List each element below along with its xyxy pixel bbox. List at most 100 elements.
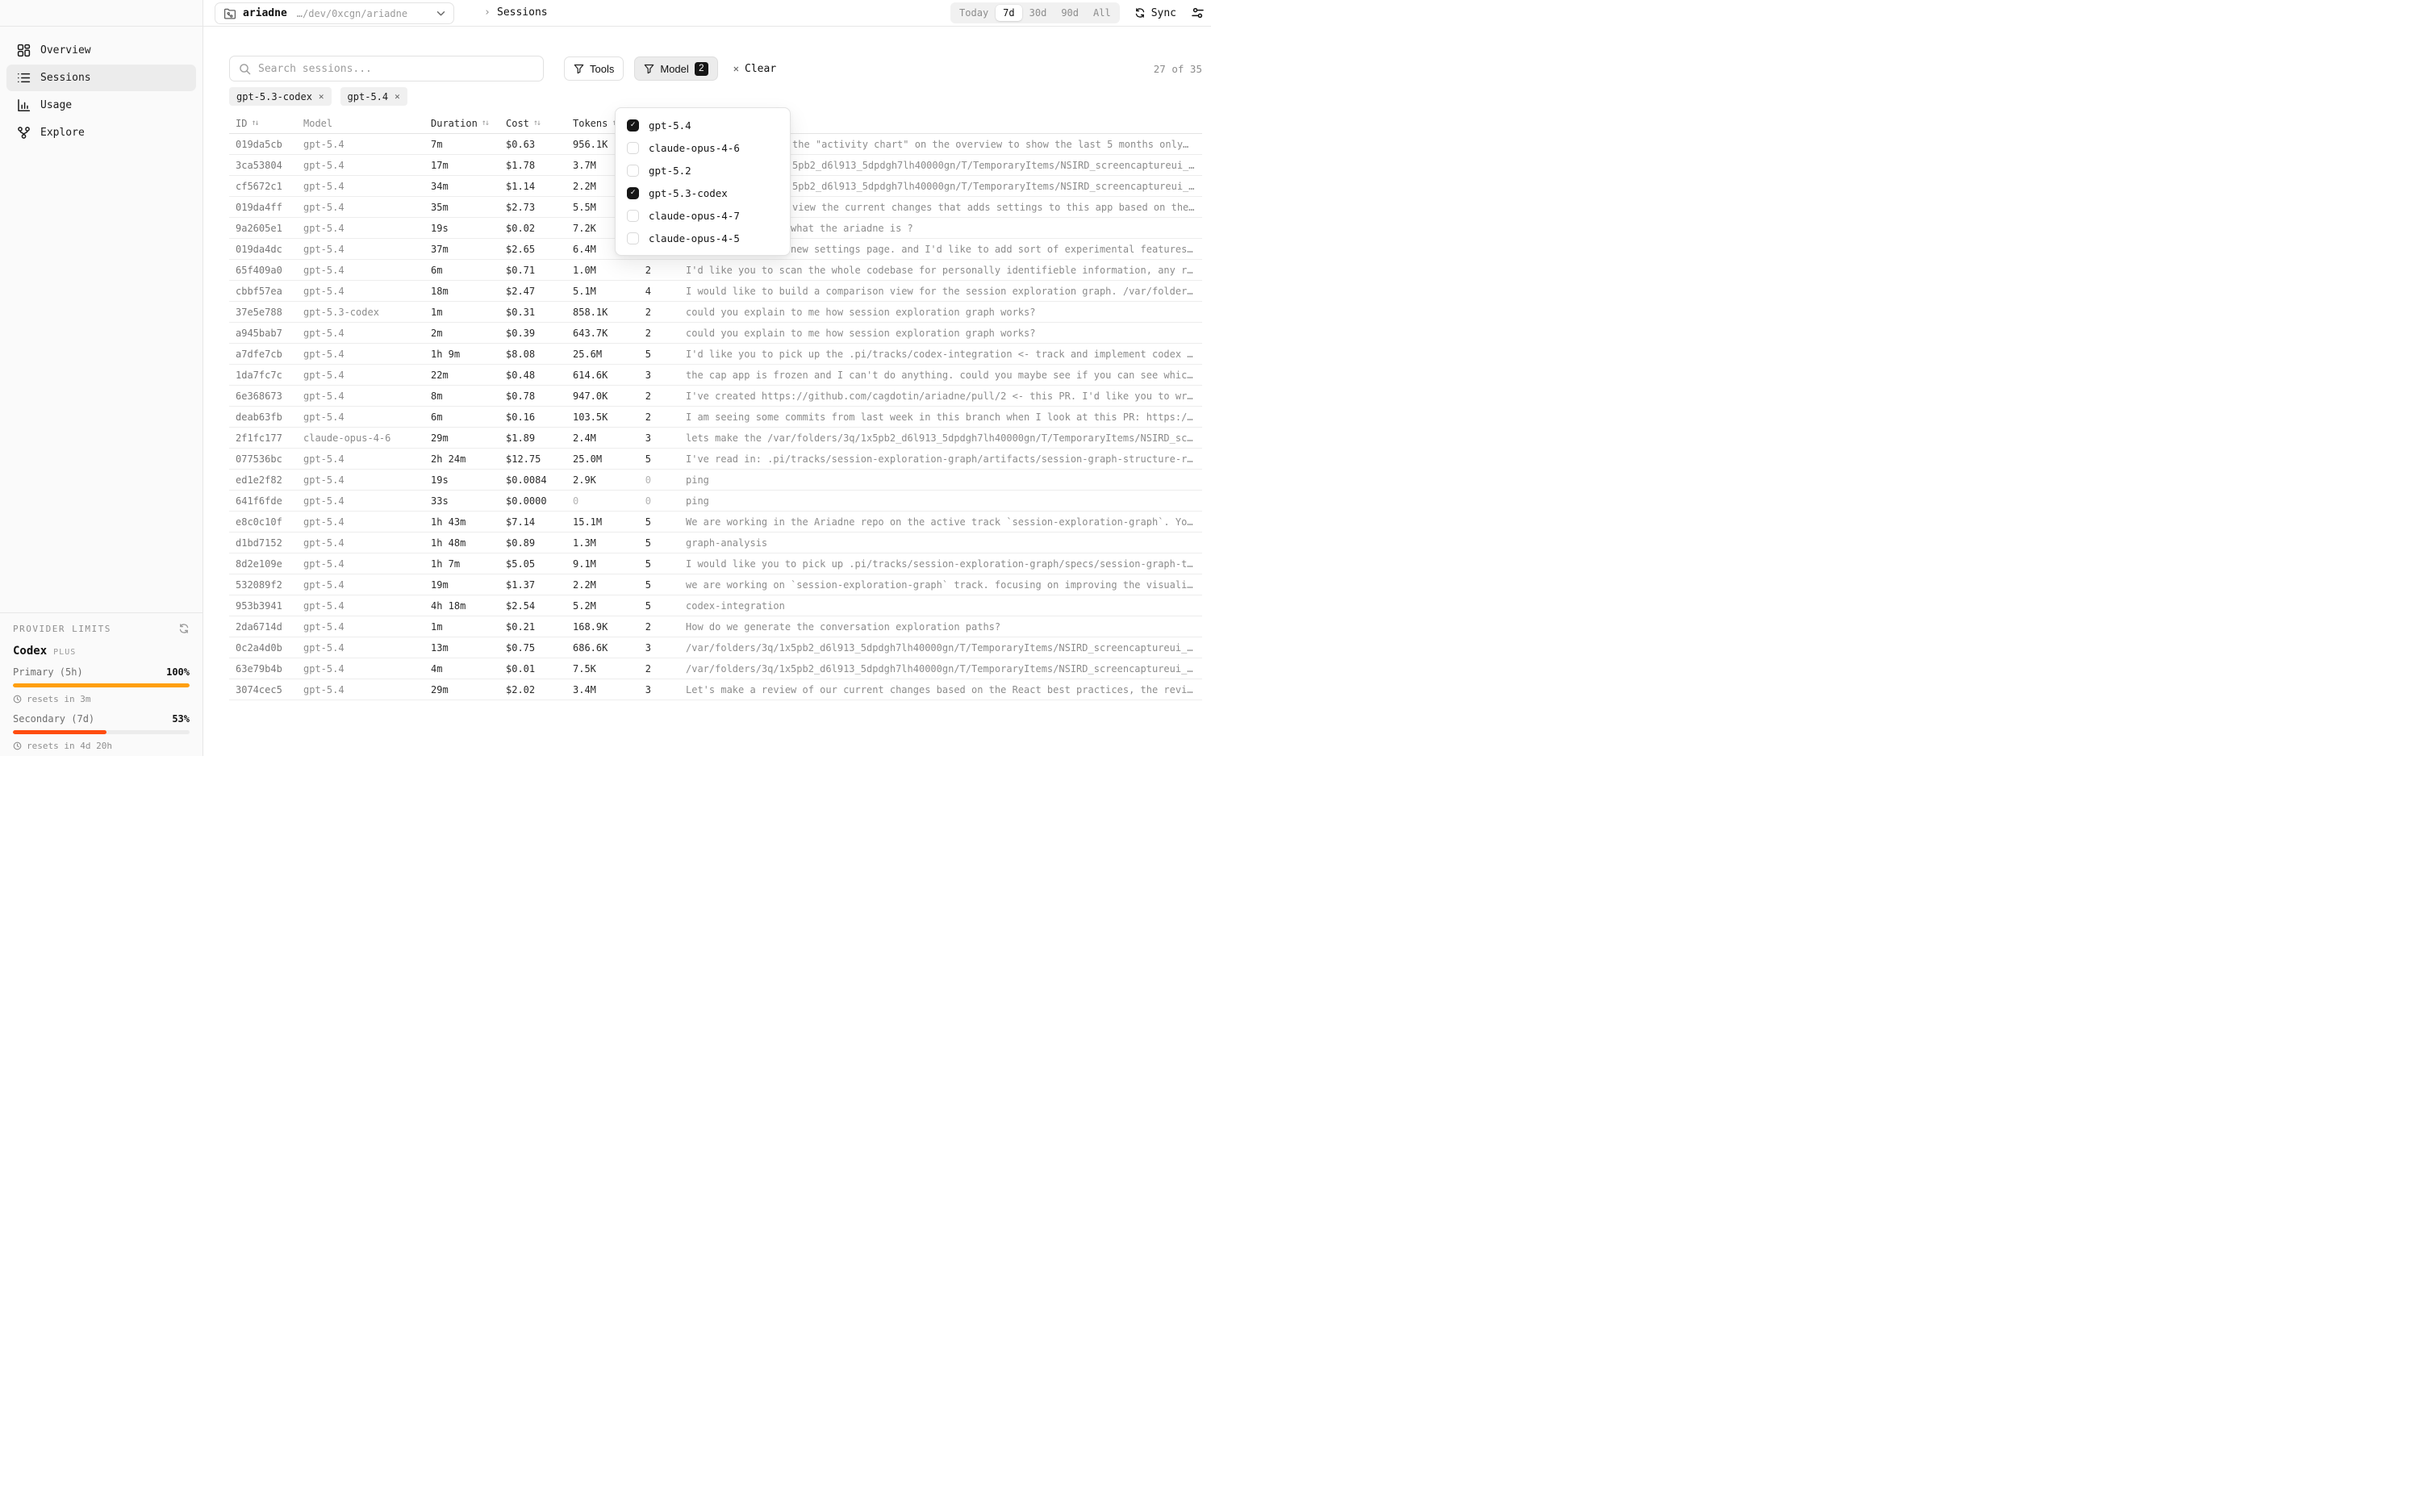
model-menu-item-label: claude-opus-4-6 (649, 141, 740, 154)
tools-filter-button[interactable]: Tools (564, 56, 624, 81)
range-option-all[interactable]: All (1093, 7, 1111, 19)
clear-filters-button[interactable]: ✕ Clear (733, 63, 776, 75)
table-row[interactable]: 1da7fc7c gpt-5.4 22m $0.48 614.6K 3 the … (229, 365, 1202, 386)
table-row[interactable]: 8d2e109e gpt-5.4 1h 7m $5.05 9.1M 5 I wo… (229, 553, 1202, 574)
session-tokens: 15.1M (573, 516, 603, 528)
model-menu-item[interactable]: gpt-5.2 (616, 159, 790, 182)
main-content: Tools Model 2 ✕ Clear 27 of 35 gpt-5.3-c… (203, 27, 1211, 756)
close-icon[interactable]: ✕ (318, 91, 324, 102)
session-turns: 2 (645, 620, 651, 633)
table-row[interactable]: 019da4ff gpt-5.4 35m $2.73 5.5M view the… (229, 197, 1202, 218)
close-icon[interactable]: ✕ (395, 91, 400, 102)
model-filter-button[interactable]: Model 2 (634, 56, 718, 81)
session-model: gpt-5.4 (303, 411, 345, 423)
sidebar-item-overview[interactable]: Overview (6, 37, 196, 64)
filter-chip[interactable]: gpt-5.3-codex ✕ (229, 87, 332, 106)
session-preview: could you explain to me how session expl… (686, 327, 1036, 339)
model-menu-item[interactable]: gpt-5.4 (616, 114, 790, 136)
column-header-cost[interactable]: Cost ↑↓ (506, 117, 541, 129)
filter-chip[interactable]: gpt-5.4 ✕ (340, 87, 407, 106)
session-tokens: 3.4M (573, 683, 596, 695)
table-row[interactable]: a945bab7 gpt-5.4 2m $0.39 643.7K 2 could… (229, 323, 1202, 344)
model-button-label: Model (660, 62, 689, 75)
table-row[interactable]: 65f409a0 gpt-5.4 6m $0.71 1.0M 2 I'd lik… (229, 260, 1202, 281)
sidebar-item-explore[interactable]: Explore (6, 119, 196, 146)
table-row[interactable]: a7dfe7cb gpt-5.4 1h 9m $8.08 25.6M 5 I'd… (229, 344, 1202, 365)
range-option-7d[interactable]: 7d (996, 5, 1022, 21)
session-preview: Let's make a review of our current chang… (686, 683, 1193, 695)
settings-sliders-icon[interactable] (1191, 6, 1205, 19)
session-tokens: 9.1M (573, 558, 596, 570)
session-tokens: 5.1M (573, 285, 596, 297)
provider-limits-panel: PROVIDER LIMITS Codex PLUS Primary (5h) … (0, 612, 203, 756)
search-input[interactable] (258, 62, 534, 75)
sidebar-item-sessions[interactable]: Sessions (6, 65, 196, 91)
session-preview: codex-integration (686, 599, 785, 612)
model-menu-item[interactable]: claude-opus-4-5 (616, 227, 790, 249)
column-header-id[interactable]: ID ↑↓ (236, 117, 260, 129)
table-row[interactable]: 37e5e788 gpt-5.3-codex 1m $0.31 858.1K 2… (229, 302, 1202, 323)
sync-icon (1134, 7, 1146, 19)
session-turns: 2 (645, 327, 651, 339)
checkbox[interactable] (627, 141, 639, 154)
table-row[interactable]: d1bd7152 gpt-5.4 1h 48m $0.89 1.3M 5 gra… (229, 533, 1202, 553)
table-row[interactable]: ed1e2f82 gpt-5.4 19s $0.0084 2.9K 0 ping (229, 470, 1202, 491)
checkbox[interactable] (627, 186, 639, 199)
table-row[interactable]: e8c0c10f gpt-5.4 1h 43m $7.14 15.1M 5 We… (229, 512, 1202, 533)
table-row[interactable]: cbbf57ea gpt-5.4 18m $2.47 5.1M 4 I woul… (229, 281, 1202, 302)
session-turns: 5 (645, 516, 651, 528)
column-header-model[interactable]: Model (303, 117, 333, 129)
table-row[interactable]: 532089f2 gpt-5.4 19m $1.37 2.2M 5 we are… (229, 574, 1202, 595)
model-menu-item[interactable]: gpt-5.3-codex (616, 182, 790, 204)
table-row[interactable]: 2f1fc177 claude-opus-4-6 29m $1.89 2.4M … (229, 428, 1202, 449)
project-selector[interactable]: ariadne …/dev/0xcgn/ariadne (215, 2, 454, 24)
table-row[interactable]: 019da4dc gpt-5.4 37m $2.65 6.4M 4 I'd li… (229, 239, 1202, 260)
session-duration: 2h 24m (431, 453, 466, 465)
model-menu-item[interactable]: claude-opus-4-6 (616, 136, 790, 159)
table-row[interactable]: 63e79b4b gpt-5.4 4m $0.01 7.5K 2 /var/fo… (229, 658, 1202, 679)
table-row[interactable]: 953b3941 gpt-5.4 4h 18m $2.54 5.2M 5 cod… (229, 595, 1202, 616)
session-turns: 0 (645, 495, 651, 507)
session-duration: 19s (431, 474, 449, 486)
session-tokens: 103.5K (573, 411, 608, 423)
session-id: 953b3941 (236, 599, 282, 612)
table-row[interactable]: 641f6fde gpt-5.4 33s $0.0000 0 0 ping (229, 491, 1202, 512)
model-menu-item-label: claude-opus-4-7 (649, 209, 740, 222)
session-id: cbbf57ea (236, 285, 282, 297)
provider-limits-title: PROVIDER LIMITS (13, 623, 111, 634)
table-row[interactable]: 077536bc gpt-5.4 2h 24m $12.75 25.0M 5 I… (229, 449, 1202, 470)
session-id: 6e368673 (236, 390, 282, 402)
range-option-90d[interactable]: 90d (1061, 7, 1079, 19)
table-row[interactable]: 2da6714d gpt-5.4 1m $0.21 168.9K 2 How d… (229, 616, 1202, 637)
session-model: gpt-5.4 (303, 683, 345, 695)
session-model: gpt-5.4 (303, 327, 345, 339)
session-tokens: 0 (573, 495, 579, 507)
sessions-table: ID↑↓ Model Duration↑↓ Cost↑↓ Tokens↑↓ 01… (229, 113, 1202, 700)
column-header-duration[interactable]: Duration ↑↓ (431, 117, 490, 129)
session-preview: I'd like you to scan the whole codebase … (686, 264, 1193, 276)
session-duration: 6m (431, 264, 443, 276)
range-option-30d[interactable]: 30d (1029, 7, 1047, 19)
session-tokens: 5.5M (573, 201, 596, 213)
session-preview: I've read in: .pi/tracks/session-explora… (686, 453, 1193, 465)
model-menu-item-label: gpt-5.3-codex (649, 186, 728, 199)
table-row[interactable]: 6e368673 gpt-5.4 8m $0.78 947.0K 2 I've … (229, 386, 1202, 407)
checkbox[interactable] (627, 119, 639, 132)
checkbox[interactable] (627, 164, 639, 177)
sidebar-item-usage[interactable]: Usage (6, 92, 196, 119)
checkbox[interactable] (627, 232, 639, 244)
range-option-today[interactable]: Today (959, 7, 989, 19)
model-menu-item-label: gpt-5.4 (649, 119, 691, 132)
table-row[interactable]: 3074cec5 gpt-5.4 29m $2.02 3.4M 3 Let's … (229, 679, 1202, 700)
session-turns: 5 (645, 578, 651, 591)
refresh-icon[interactable] (178, 623, 190, 634)
checkbox[interactable] (627, 209, 639, 222)
session-cost: $0.16 (506, 411, 536, 423)
sync-button[interactable]: Sync (1134, 7, 1176, 19)
table-row[interactable]: 0c2a4d0b gpt-5.4 13m $0.75 686.6K 3 /var… (229, 637, 1202, 658)
sort-icon: ↑↓ (532, 119, 541, 127)
table-row[interactable]: deab63fb gpt-5.4 6m $0.16 103.5K 2 I am … (229, 407, 1202, 428)
session-id: 641f6fde (236, 495, 282, 507)
session-duration: 37m (431, 243, 449, 255)
model-menu-item[interactable]: claude-opus-4-7 (616, 204, 790, 227)
